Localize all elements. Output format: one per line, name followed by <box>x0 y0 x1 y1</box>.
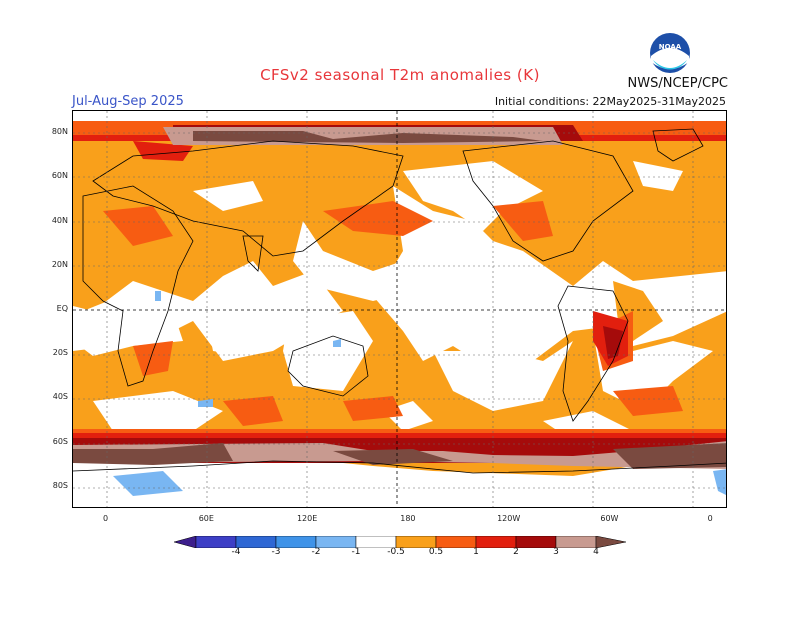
legend-swatch-lt-minus4 <box>174 536 197 548</box>
color-legend <box>174 536 626 548</box>
lat-label: 80S <box>52 480 68 490</box>
lat-label: 20S <box>52 348 68 358</box>
legend-label: -3 <box>271 547 281 557</box>
lon-label: 60E <box>198 514 214 523</box>
lat-label: 20N <box>51 259 68 269</box>
lat-label: 40S <box>52 392 68 402</box>
legend-label: -2 <box>311 547 321 557</box>
equator-dateline <box>73 111 726 507</box>
lat-label: 40N <box>51 215 68 225</box>
noaa-logo: NOAA <box>649 32 691 74</box>
legend-label: 1 <box>473 547 479 557</box>
season-label: Jul-Aug-Sep 2025 <box>72 94 184 109</box>
map-title: CFSv2 seasonal T2m anomalies (K) <box>260 66 540 84</box>
logo-text: NOAA <box>658 43 682 51</box>
anomaly-field <box>73 111 726 507</box>
lat-label: 80N <box>51 127 68 137</box>
lon-label: 120E <box>296 514 318 523</box>
lat-label: 60S <box>52 436 68 446</box>
lon-label: 0 <box>707 514 713 523</box>
anomaly-cool <box>113 291 726 496</box>
initial-conditions-label: Initial conditions: 22May2025-31May2025 <box>494 95 726 108</box>
legend-label: -1 <box>351 547 361 557</box>
graticule <box>73 111 726 507</box>
agency-label: NWS/NCEP/CPC <box>627 76 728 91</box>
lon-label: 0 <box>103 514 109 523</box>
legend-label: 2 <box>513 547 519 557</box>
legend-label: 3 <box>553 547 559 557</box>
lon-label: 180 <box>400 514 416 523</box>
anomaly-gt-5 <box>73 131 726 469</box>
legend-label: -4 <box>231 547 241 557</box>
legend-swatch-gt-p5 <box>595 536 626 548</box>
legend-label: 4 <box>593 547 599 557</box>
legend-label: 0.5 <box>428 547 444 557</box>
lat-label: EQ <box>56 304 68 313</box>
lon-label: 120W <box>497 514 521 523</box>
lon-label: 60W <box>600 514 619 523</box>
legend-label: -0.5 <box>387 547 405 557</box>
lat-label: 60N <box>51 171 68 181</box>
anomaly-map <box>72 110 727 508</box>
